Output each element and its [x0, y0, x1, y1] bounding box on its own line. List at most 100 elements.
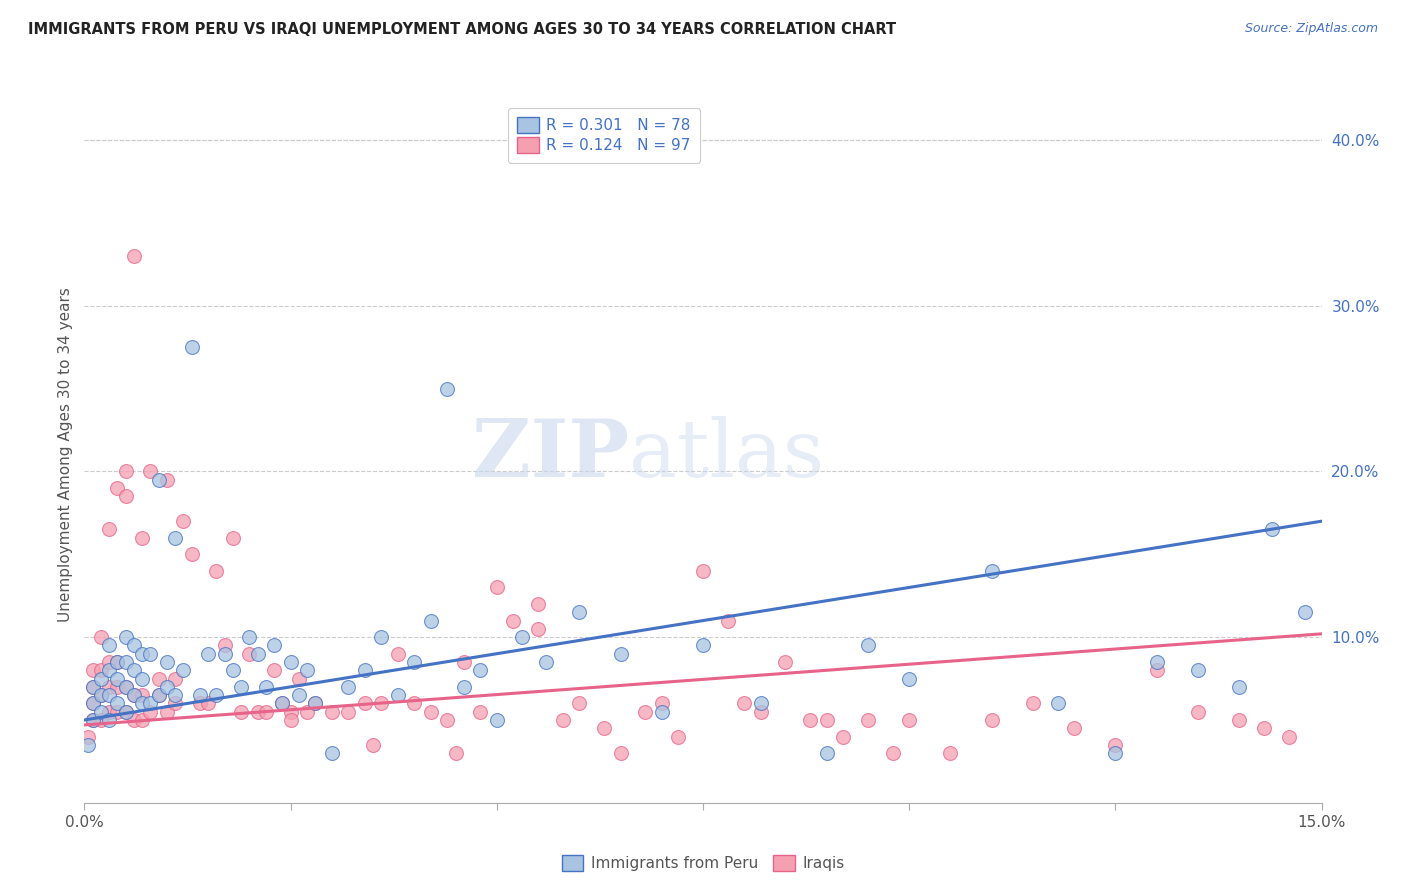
- Point: [114, 630, 136, 644]
- Point: [105, 680, 128, 694]
- Point: [527, 597, 550, 611]
- Point: [131, 672, 153, 686]
- Point: [238, 630, 260, 644]
- Point: [90, 705, 112, 719]
- Point: [82, 680, 104, 694]
- Point: [148, 672, 170, 686]
- Point: [254, 705, 277, 719]
- Point: [246, 647, 269, 661]
- Point: [387, 688, 409, 702]
- Point: [229, 705, 252, 719]
- Point: [90, 630, 112, 644]
- Point: [148, 688, 170, 702]
- Point: [139, 647, 162, 661]
- Point: [470, 663, 492, 677]
- Point: [1046, 697, 1069, 711]
- Point: [404, 655, 426, 669]
- Point: [114, 465, 136, 479]
- Point: [139, 697, 162, 711]
- Point: [90, 688, 112, 702]
- Point: [387, 647, 409, 661]
- Point: [1294, 605, 1316, 619]
- Point: [131, 713, 153, 727]
- Point: [90, 713, 112, 727]
- Point: [271, 697, 294, 711]
- Point: [148, 473, 170, 487]
- Text: IMMIGRANTS FROM PERU VS IRAQI UNEMPLOYMENT AMONG AGES 30 TO 34 YEARS CORRELATION: IMMIGRANTS FROM PERU VS IRAQI UNEMPLOYME…: [28, 22, 896, 37]
- Point: [749, 697, 772, 711]
- Point: [172, 663, 194, 677]
- Point: [98, 713, 121, 727]
- Point: [980, 564, 1002, 578]
- Point: [139, 705, 162, 719]
- Point: [1253, 721, 1275, 735]
- Point: [114, 680, 136, 694]
- Point: [651, 697, 673, 711]
- Point: [131, 688, 153, 702]
- Point: [295, 663, 318, 677]
- Point: [165, 697, 187, 711]
- Point: [692, 639, 714, 653]
- Point: [156, 655, 179, 669]
- Point: [527, 622, 550, 636]
- Point: [370, 630, 392, 644]
- Point: [165, 672, 187, 686]
- Point: [1187, 663, 1209, 677]
- Point: [470, 705, 492, 719]
- Point: [263, 663, 285, 677]
- Point: [593, 721, 616, 735]
- Point: [105, 697, 128, 711]
- Point: [188, 697, 211, 711]
- Point: [77, 738, 100, 752]
- Point: [1146, 663, 1168, 677]
- Point: [1187, 705, 1209, 719]
- Point: [295, 705, 318, 719]
- Point: [568, 697, 591, 711]
- Point: [749, 705, 772, 719]
- Point: [1146, 655, 1168, 669]
- Point: [98, 680, 121, 694]
- Point: [651, 705, 673, 719]
- Point: [453, 655, 475, 669]
- Point: [90, 672, 112, 686]
- Point: [105, 481, 128, 495]
- Point: [444, 746, 467, 760]
- Point: [832, 730, 855, 744]
- Point: [205, 688, 228, 702]
- Point: [122, 663, 145, 677]
- Point: [98, 688, 121, 702]
- Point: [692, 564, 714, 578]
- Point: [122, 639, 145, 653]
- Point: [280, 713, 302, 727]
- Point: [172, 514, 194, 528]
- Point: [98, 639, 121, 653]
- Point: [131, 697, 153, 711]
- Point: [229, 680, 252, 694]
- Point: [105, 672, 128, 686]
- Point: [717, 614, 740, 628]
- Text: Source: ZipAtlas.com: Source: ZipAtlas.com: [1244, 22, 1378, 36]
- Point: [98, 705, 121, 719]
- Point: [337, 680, 360, 694]
- Point: [222, 663, 245, 677]
- Point: [361, 738, 384, 752]
- Point: [98, 663, 121, 677]
- Point: [105, 705, 128, 719]
- Point: [536, 655, 558, 669]
- Point: [353, 697, 375, 711]
- Point: [82, 680, 104, 694]
- Point: [733, 697, 755, 711]
- Point: [304, 697, 326, 711]
- Point: [98, 523, 121, 537]
- Point: [82, 663, 104, 677]
- Point: [197, 697, 219, 711]
- Point: [246, 705, 269, 719]
- Point: [82, 713, 104, 727]
- Point: [1261, 523, 1284, 537]
- Point: [419, 705, 441, 719]
- Point: [197, 647, 219, 661]
- Point: [82, 697, 104, 711]
- Point: [105, 655, 128, 669]
- Point: [90, 663, 112, 677]
- Point: [165, 688, 187, 702]
